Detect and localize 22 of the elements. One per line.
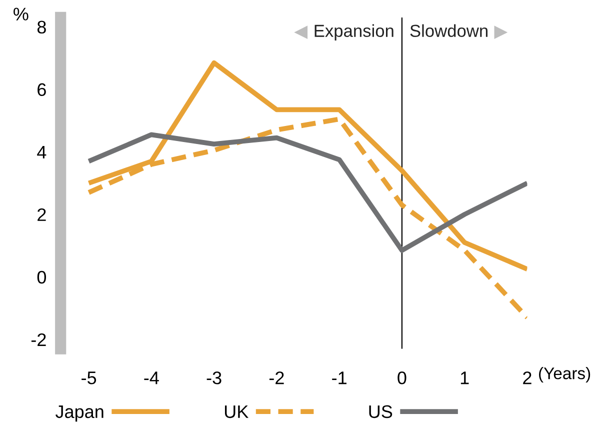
x-tick-label: 0 xyxy=(398,372,406,384)
x-axis-title: (Years) xyxy=(539,367,590,383)
legend-label: UK xyxy=(224,405,248,418)
x-tick-label: -5 xyxy=(82,372,96,384)
legend-label: US xyxy=(369,405,392,418)
x-tick-label: -3 xyxy=(206,372,222,384)
x-tick-label: -1 xyxy=(332,372,346,384)
x-tick-label: -2 xyxy=(269,372,284,384)
y-tick-label: -2 xyxy=(31,333,46,346)
annotation: Expansion xyxy=(314,24,394,40)
x-tick-label: 1 xyxy=(460,372,469,384)
y-tick-label: 8 xyxy=(37,20,46,34)
annotation: Slowdown xyxy=(410,24,488,38)
y-tick-label: 6 xyxy=(38,83,46,96)
y-tick-label: 4 xyxy=(37,146,46,158)
y-axis-title: % xyxy=(14,8,28,20)
legend-label: Japan xyxy=(56,405,104,422)
x-tick-label: -4 xyxy=(144,372,159,384)
line-series xyxy=(86,132,528,253)
y-tick-label: 0 xyxy=(37,270,46,284)
x-tick-label: 2 xyxy=(523,372,532,384)
y-tick-label: 2 xyxy=(38,208,46,221)
